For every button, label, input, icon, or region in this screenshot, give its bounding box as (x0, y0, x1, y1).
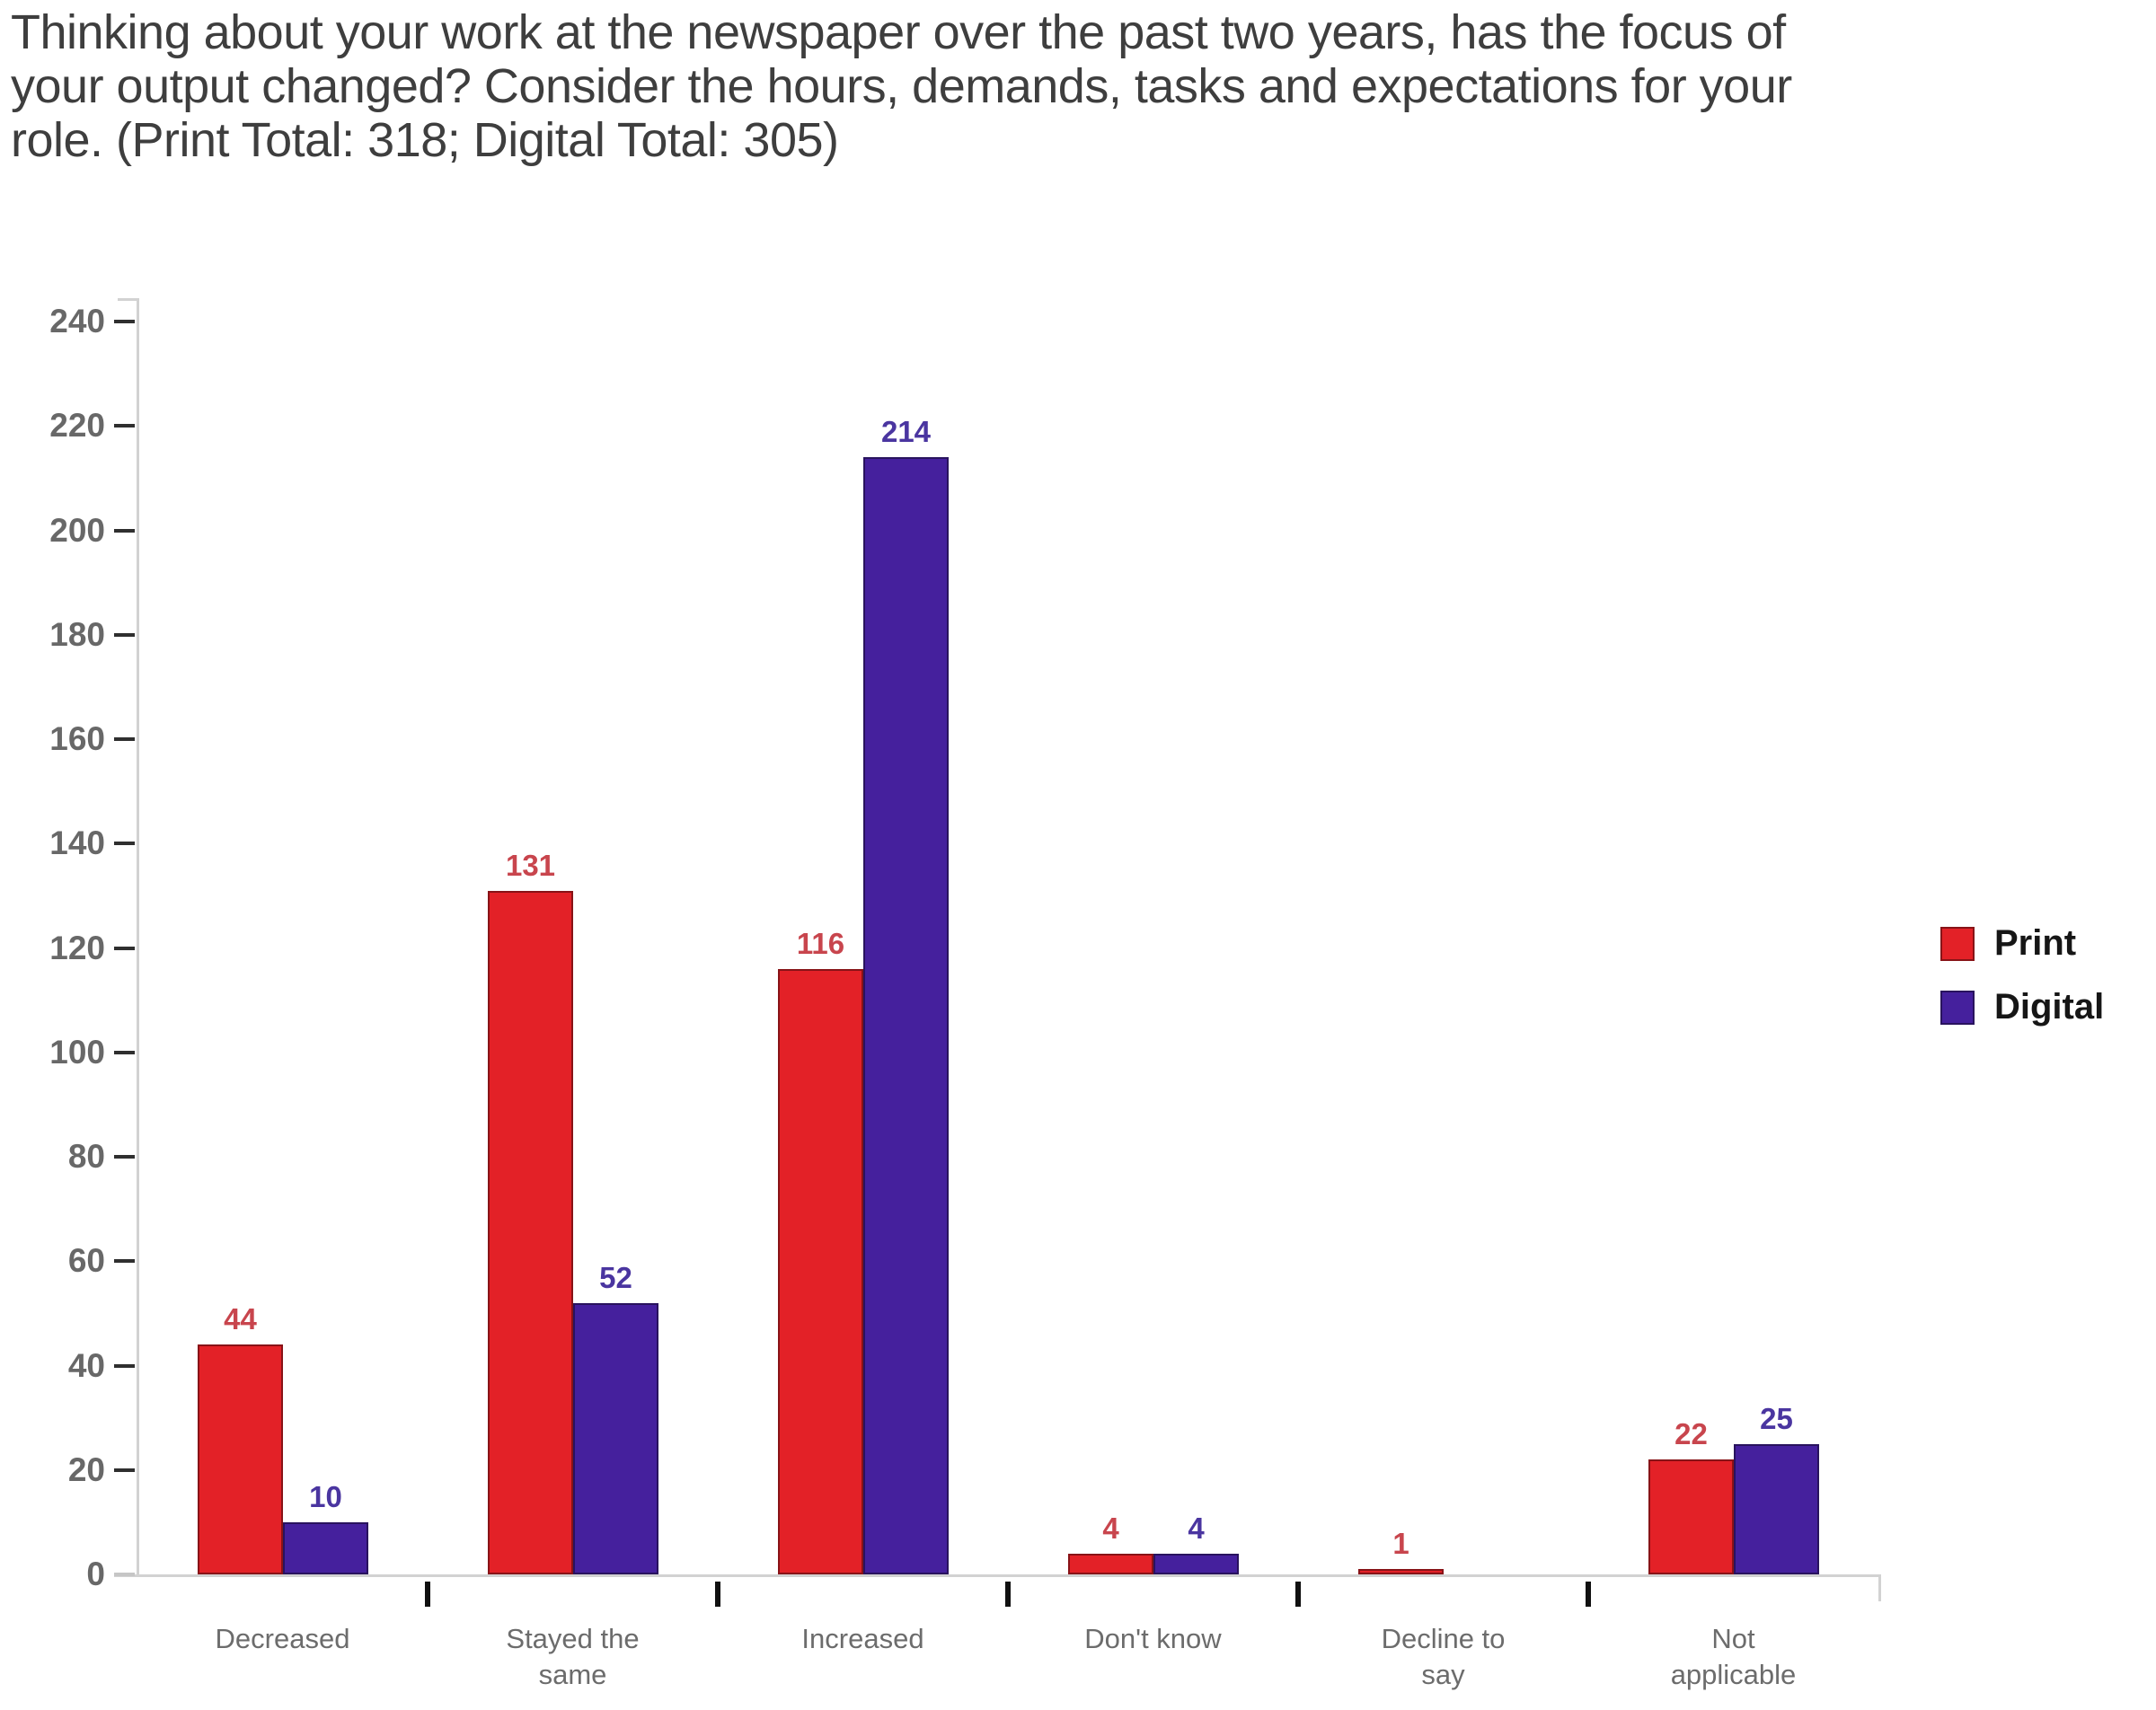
legend-item-print: Print (1940, 923, 2104, 964)
y-axis-tick-label: 40 (67, 1347, 105, 1384)
y-axis-tick-label: 0 (86, 1556, 105, 1592)
y-axis-tick-label: 100 (49, 1034, 105, 1071)
bar-print (778, 969, 863, 1574)
x-axis-category-tick (1586, 1582, 1591, 1607)
y-axis-tick (114, 737, 135, 741)
bar-digital (283, 1522, 368, 1574)
bar-digital (573, 1303, 658, 1574)
y-axis-tick (114, 320, 135, 323)
y-axis-tick (114, 947, 135, 950)
y-axis-tick-label: 80 (67, 1138, 105, 1175)
digital-color-swatch (1940, 990, 1975, 1025)
y-axis-tick (114, 1155, 135, 1159)
y-axis-tick (114, 1259, 135, 1263)
y-axis-line (137, 298, 139, 1577)
bar-value-label: 4 (1102, 1512, 1119, 1545)
y-axis-tick-label: 120 (49, 930, 105, 966)
x-axis-category-label: Decreased (215, 1623, 350, 1654)
bar-value-label: 214 (880, 415, 932, 448)
bar-value-label: 116 (796, 927, 845, 960)
bar-value-label: 4 (1188, 1512, 1205, 1545)
x-axis-category-label: Decline to say (1381, 1623, 1506, 1690)
x-axis-end-tick (1878, 1574, 1881, 1601)
x-axis-category-label: Don't know (1084, 1623, 1222, 1654)
x-axis-category-label: Stayed the same (506, 1623, 640, 1690)
y-axis-tick-label: 200 (49, 512, 105, 549)
legend-label-print: Print (1994, 923, 2077, 963)
bar-value-label: 10 (309, 1480, 342, 1513)
legend-item-digital: Digital (1940, 987, 2104, 1027)
print-color-swatch (1940, 926, 1975, 961)
chart-title-line-1: Thinking about your work at the newspape… (11, 5, 1786, 59)
x-axis-line (114, 1574, 1881, 1577)
bar-print (1068, 1554, 1153, 1574)
x-axis-category-tick (1005, 1582, 1011, 1607)
chart-title-line-2: your output changed? Consider the hours,… (11, 59, 1792, 113)
bar-value-label: 131 (505, 849, 556, 882)
y-axis-tick (114, 633, 135, 637)
x-axis-category-label: Increased (801, 1623, 924, 1654)
y-axis-tick-label: 140 (49, 824, 105, 861)
y-axis-tick (114, 424, 135, 428)
y-axis-tick-label: 60 (67, 1242, 105, 1279)
bar-print (1358, 1569, 1444, 1574)
bar-value-label: 44 (224, 1302, 257, 1335)
y-axis-tick (114, 1051, 135, 1054)
bar-print (488, 891, 573, 1574)
bar-value-label: 52 (599, 1261, 632, 1294)
y-axis-tick (114, 529, 135, 533)
x-axis-category-tick (715, 1582, 720, 1607)
x-axis-category-tick (425, 1582, 430, 1607)
x-axis-category-tick (1295, 1582, 1301, 1607)
bar-digital (863, 457, 949, 1574)
y-axis-tick-label: 20 (67, 1451, 105, 1488)
y-axis-tick (114, 1364, 135, 1368)
y-axis-tick (114, 1468, 135, 1472)
x-axis-category-label: Not applicable (1670, 1623, 1797, 1690)
bar-digital (1153, 1554, 1239, 1574)
y-axis-tick (114, 1573, 135, 1576)
chart-title-line-3: role. (Print Total: 318; Digital Total: … (11, 113, 839, 167)
bar-value-label: 25 (1760, 1402, 1793, 1435)
y-axis-tick-label: 220 (49, 407, 105, 444)
bar-value-label: 1 (1392, 1527, 1409, 1560)
bar-print (1648, 1459, 1734, 1574)
y-axis-top-cap (118, 298, 139, 301)
bar-print (198, 1344, 283, 1574)
y-axis-tick (114, 842, 135, 845)
legend-label-digital: Digital (1994, 987, 2105, 1027)
y-axis-tick-label: 180 (49, 616, 105, 653)
y-axis-tick-label: 240 (49, 303, 105, 339)
y-axis-tick-label: 160 (49, 720, 105, 757)
chart-title: Thinking about your work at the newspape… (11, 5, 1792, 167)
bar-value-label: 22 (1674, 1417, 1708, 1450)
chart-legend: Print Digital (1940, 923, 2104, 1027)
bar-digital (1734, 1444, 1819, 1574)
